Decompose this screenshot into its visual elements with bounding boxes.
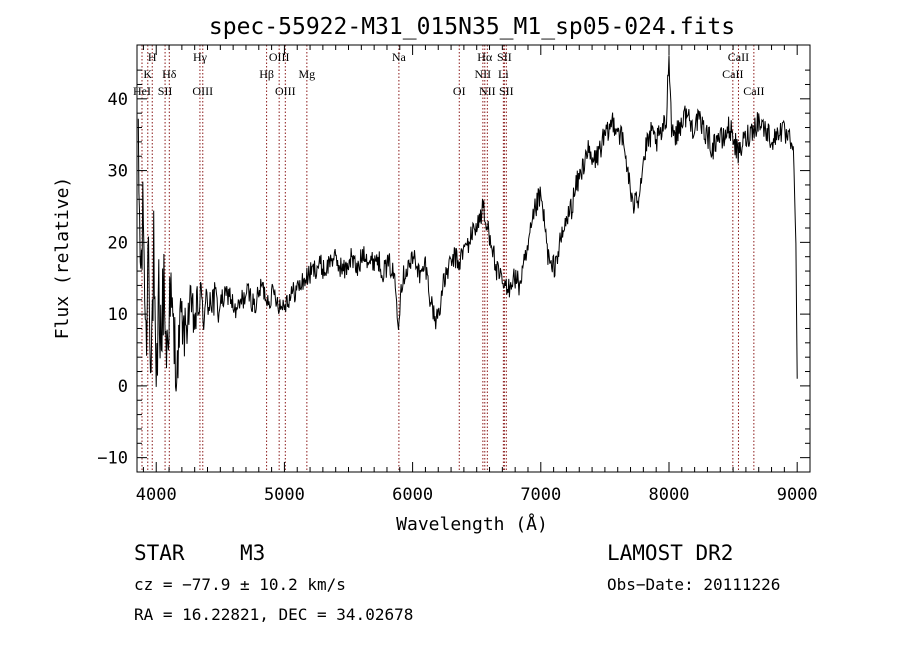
spectral-line-label: SII [497, 50, 512, 64]
x-tick-label: 7000 [520, 485, 561, 505]
spectral-line-label: CaII [728, 50, 749, 64]
x-tick-label: 6000 [392, 485, 433, 505]
object-class: STAR [134, 541, 185, 565]
object-subclass: M3 [240, 541, 265, 565]
spectral-line-label: H [148, 50, 157, 64]
spectral-line-label: OIII [275, 84, 296, 98]
x-axis-label: Wavelength (Å) [396, 513, 548, 535]
x-tick-label: 4000 [136, 485, 177, 505]
y-tick-label: 0 [118, 377, 128, 397]
spectral-line-label: OIII [192, 84, 213, 98]
x-tick-label: 9000 [777, 485, 818, 505]
spectral-line-label: Li [498, 67, 509, 81]
x-axis-ticks: 4000 5000 6000 7000 8000 9000 [136, 45, 818, 505]
spectral-line-label: SII [499, 84, 514, 98]
y-tick-label: 20 [108, 233, 128, 253]
sky-coordinates: RA = 16.22821, DEC = 34.02678 [134, 605, 413, 624]
spectral-line-label: OI [453, 84, 466, 98]
y-tick-label: 30 [108, 162, 128, 182]
spectral-line-label: Hβ [259, 67, 274, 81]
y-tick-label: −10 [97, 449, 128, 469]
spectral-line-label: SII [158, 84, 173, 98]
spectral-line-label: NII [475, 67, 492, 81]
spectral-line-markers [141, 45, 755, 472]
y-tick-label: 10 [108, 305, 128, 325]
survey-name: LAMOST DR2 [607, 541, 733, 565]
spectral-line-label: Hδ [162, 67, 177, 81]
spectral-line-label: CaII [743, 84, 764, 98]
spectral-line-label: Hα [477, 50, 493, 64]
redshift-velocity: cz = −77.9 ± 10.2 km/s [134, 575, 346, 594]
y-tick-label: 40 [108, 90, 128, 110]
spectral-line-label: HeI [133, 84, 151, 98]
x-tick-label: 5000 [264, 485, 305, 505]
y-axis-label: Flux (relative) [52, 177, 73, 340]
spectral-line-label: Na [392, 50, 407, 64]
spectral-line-label: CaII [722, 67, 743, 81]
spectral-line-label: Hγ [193, 50, 208, 64]
spectral-line-label: Mg [299, 67, 316, 81]
chart-title: spec-55922-M31_015N35_M1_sp05-024.fits [209, 14, 735, 40]
plot-frame [136, 44, 811, 473]
y-axis-ticks: −10 0 10 20 30 40 [97, 69, 810, 469]
spectral-line-label: NII [479, 84, 496, 98]
x-tick-label: 8000 [649, 485, 690, 505]
spectrum-series-line [137, 55, 798, 392]
spectral-line-label: K [143, 67, 152, 81]
observation-date: Obs−Date: 20111226 [607, 575, 780, 594]
spectral-line-label: OIII [269, 50, 290, 64]
